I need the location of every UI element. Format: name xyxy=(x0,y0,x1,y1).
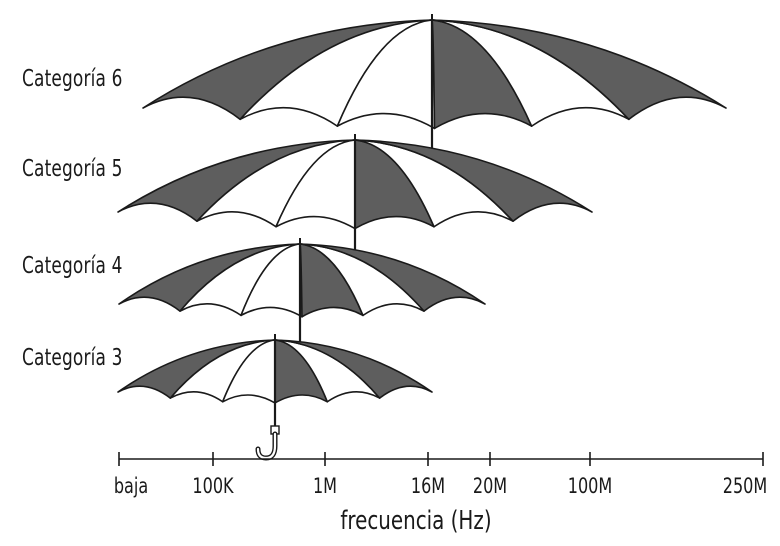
category-4-canopy-panel xyxy=(299,243,486,312)
tick-label-100k: 100K xyxy=(192,474,234,498)
tick-label-baja: baja xyxy=(113,474,149,498)
frequency-axis xyxy=(118,452,764,466)
tick-label-20m: 20M xyxy=(472,474,508,498)
category-3-label: Categoría 3 xyxy=(22,345,123,371)
category-5-umbrella xyxy=(117,134,593,291)
category-3-handle xyxy=(256,432,277,460)
tick-label-100m: 100M xyxy=(567,474,613,498)
category-5-label: Categoría 5 xyxy=(22,156,123,182)
category-6-label: Categoría 6 xyxy=(22,66,123,92)
category-6-canopy-panel xyxy=(431,19,727,121)
tick-label-250m: 250M xyxy=(722,474,768,498)
axis-title: frecuencia (Hz) xyxy=(340,506,492,536)
category-6-umbrella xyxy=(142,14,727,199)
category-4-umbrella xyxy=(118,238,486,379)
tick-label-1m: 1M xyxy=(312,474,338,498)
category-4-label: Categoría 4 xyxy=(22,253,123,279)
category-3-umbrella xyxy=(117,334,433,461)
category-5-canopy-panel xyxy=(354,139,593,223)
tick-label-16m: 16M xyxy=(410,474,446,498)
category-3-canopy-panel xyxy=(274,339,433,399)
